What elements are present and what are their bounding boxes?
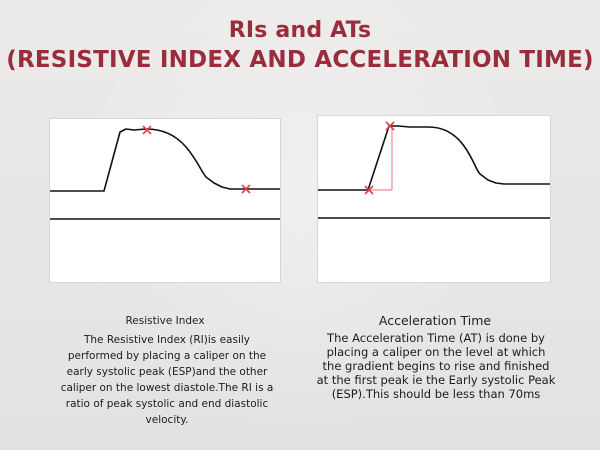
- acceleration-time-waveform: [318, 125, 550, 191]
- slide-subtitle: (RESISTIVE INDEX AND ACCELERATION TIME): [6, 47, 594, 73]
- resistive-index-waveform: [50, 128, 280, 192]
- acceleration-time-diagram: [318, 116, 550, 282]
- early-systolic-peak-caliper-icon: [142, 125, 152, 135]
- acceleration-time-waveform-svg: [318, 121, 550, 219]
- resistive-index-description: The Resistive Index (RI)is easily perfor…: [60, 334, 274, 426]
- resistive-index-diagram: [50, 119, 280, 282]
- slide-title: RIs and ATs: [228, 18, 372, 43]
- acceleration-time-description: The Acceleration Time (AT) is done by pl…: [316, 331, 556, 401]
- resistive-index-waveform-svg: [50, 125, 280, 220]
- resistive-index-heading: Resistive Index: [125, 315, 205, 327]
- acceleration-time-heading: Acceleration Time: [378, 313, 492, 328]
- early-systolic-peak-caliper-icon: [385, 121, 395, 131]
- lowest-diastole-caliper-icon: [241, 184, 251, 194]
- gradient-start-caliper-icon: [364, 185, 374, 195]
